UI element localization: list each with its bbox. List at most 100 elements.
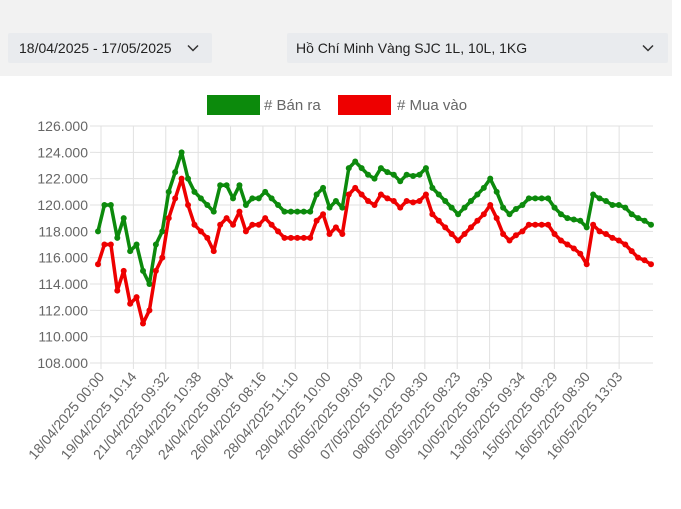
line-chart: # Bán ra # Mua vào 108.000110.000112.0001… [25,95,654,462]
data-point [410,199,417,206]
data-point [101,241,108,248]
data-point [500,230,507,237]
data-point [648,261,654,268]
data-point [648,221,654,228]
data-point [538,221,545,228]
data-point [281,234,288,241]
data-point [326,204,333,211]
data-point [512,205,519,212]
data-point [506,211,513,218]
data-point [570,245,577,252]
y-tick-label: 108.000 [37,355,88,371]
data-point [487,202,494,208]
date-range-select[interactable]: 18/04/2025 - 17/05/2025 [8,33,212,63]
data-point [159,228,166,235]
data-point [429,211,436,218]
data-point [294,208,301,215]
y-tick-label: 114.000 [38,276,88,292]
data-point [165,215,172,222]
data-point [249,195,256,202]
data-point [197,195,204,202]
data-point [557,211,564,218]
data-point [320,184,327,191]
data-point [300,234,307,241]
data-point [538,195,545,202]
data-point [403,198,410,205]
legend-swatch [338,95,391,115]
data-point [210,248,217,255]
data-point [422,191,429,198]
data-point [635,254,642,261]
data-point [596,195,603,202]
data-point [262,188,269,195]
product-select[interactable]: Hồ Chí Minh Vàng SJC 1L, 10L, 1KG [287,33,668,63]
data-point [467,224,474,231]
data-point [275,202,282,208]
data-point [287,208,294,215]
data-point [352,158,359,165]
data-point [461,230,468,237]
data-point [602,198,609,205]
data-point [152,267,159,274]
data-point [525,221,532,228]
data-point [223,182,230,189]
data-point [217,182,224,189]
data-point [114,234,121,241]
y-tick-label: 126.000 [37,118,88,134]
data-point [596,228,603,235]
data-point [332,198,339,205]
data-point [345,191,352,198]
data-point [101,202,108,208]
data-point [294,234,301,241]
data-point [152,241,159,248]
data-point [628,248,635,255]
data-point [493,215,500,222]
data-point [615,202,622,208]
data-point [107,241,114,248]
data-point [474,217,481,224]
data-point [178,175,185,182]
data-point [358,191,365,198]
price-chart: # Bán ra # Mua vào 108.000 110.000 112.000 1… [8,76,668,491]
data-point [532,221,539,228]
data-point [358,165,365,172]
data-point [590,221,597,228]
data-point [377,165,384,172]
data-point [480,211,487,218]
legend-label: # Mua vào [397,97,467,114]
data-point [397,178,404,185]
data-point [223,215,230,222]
data-point [236,182,243,189]
data-point [95,228,101,235]
data-point [320,211,327,218]
data-point [532,195,539,202]
data-point [403,171,410,178]
data-point [120,267,127,274]
data-point [583,261,590,268]
y-tick-label: 118.000 [38,223,88,239]
data-point [487,175,494,182]
data-point [622,241,629,248]
data-point [493,188,500,195]
data-point [172,169,179,176]
chart-legend: # Bán ra # Mua vào [207,95,467,115]
y-tick-label: 120.000 [37,197,88,213]
data-point [506,237,513,244]
legend-label: # Bán ra [264,97,321,114]
data-point [313,191,320,198]
data-point [281,208,288,215]
data-point [422,165,429,172]
data-point [345,165,352,172]
data-point [480,184,487,191]
data-point [127,248,134,255]
data-point [442,198,449,205]
data-point [635,215,642,222]
y-tick-label: 110.000 [38,329,88,345]
data-point [114,287,121,294]
y-tick-label: 116.000 [38,250,88,266]
data-point [332,224,339,231]
data-point [416,171,423,178]
data-point [435,217,442,224]
data-point [146,281,153,287]
data-point [609,202,616,208]
